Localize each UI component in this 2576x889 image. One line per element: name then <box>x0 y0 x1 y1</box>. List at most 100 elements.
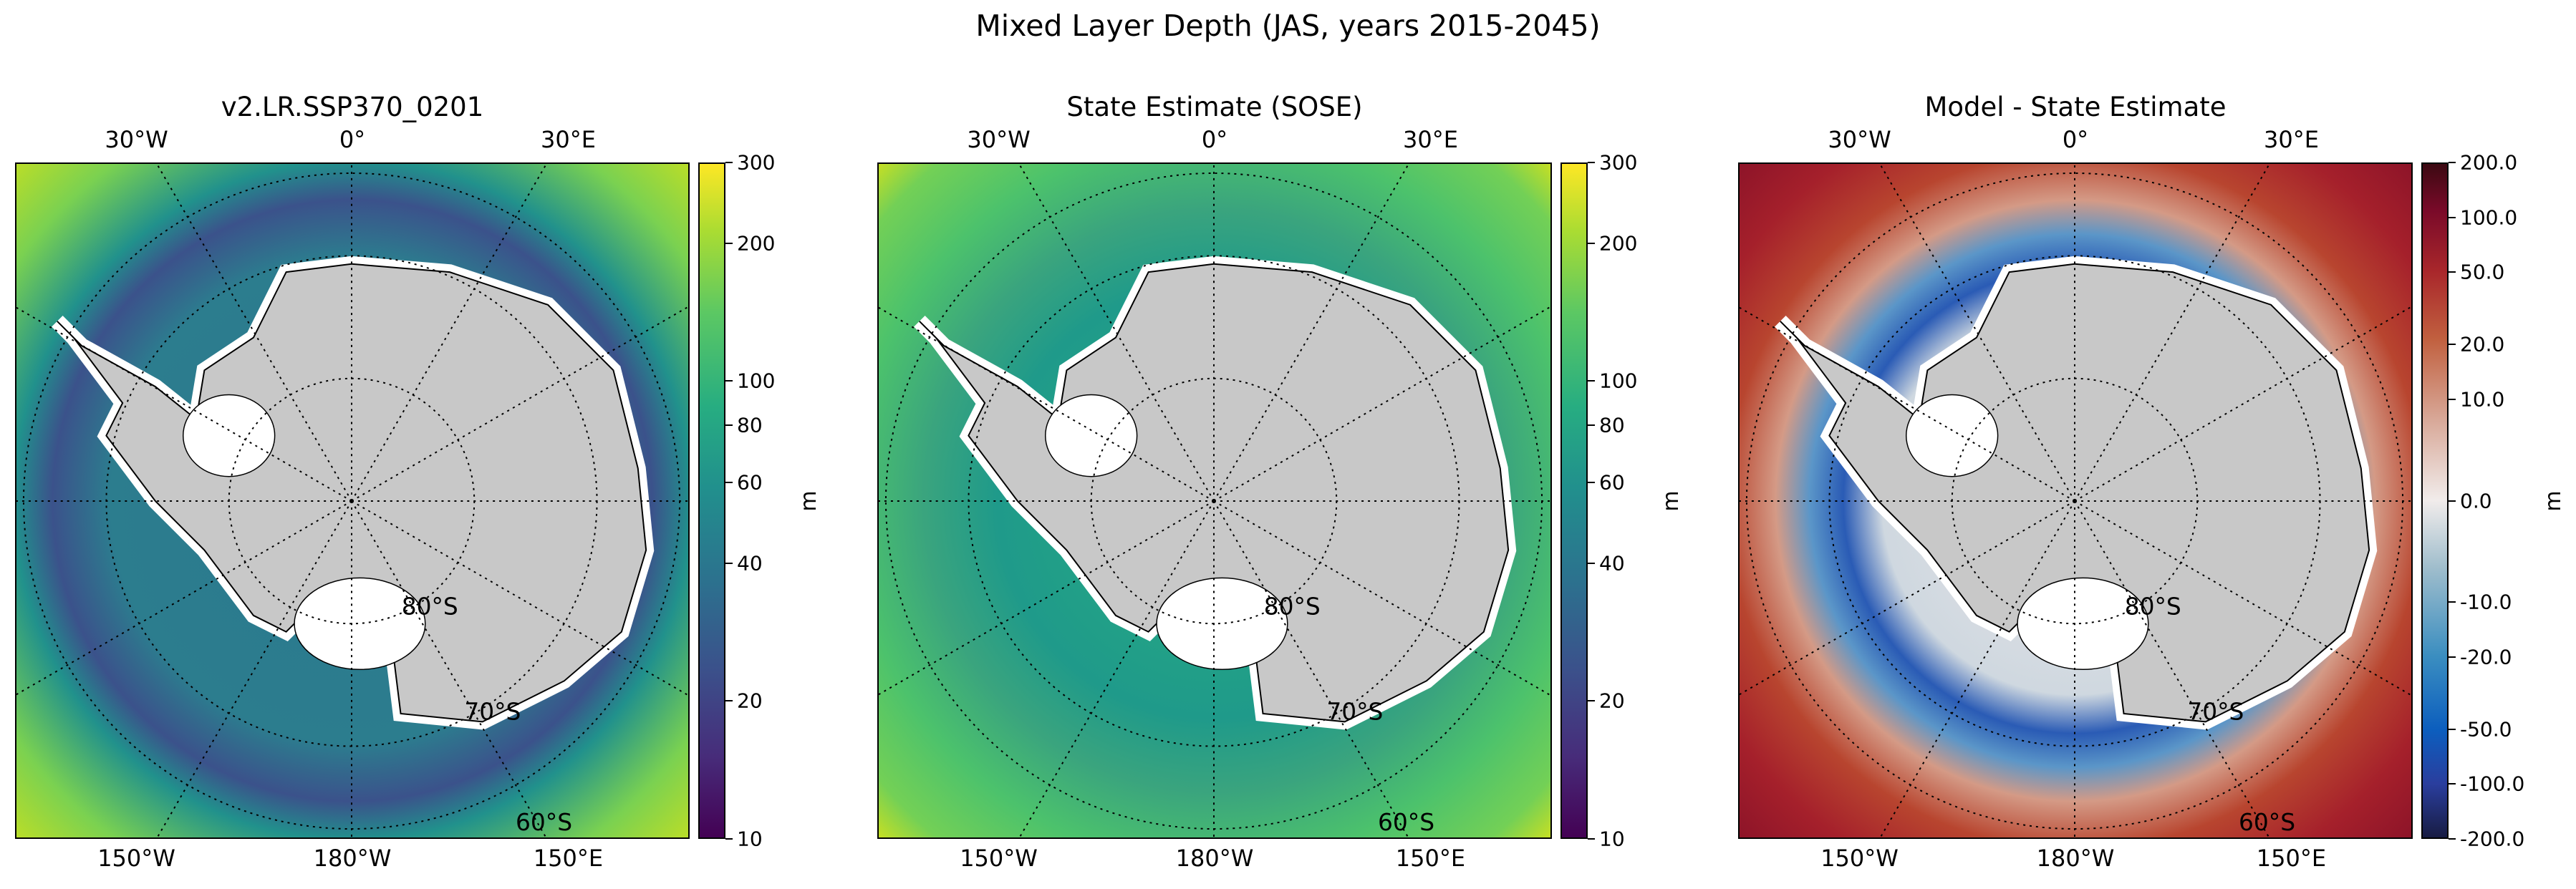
colorbar-tick <box>2449 344 2456 346</box>
lat-label: 80°S <box>402 593 458 620</box>
colorbar-tick-label: 100 <box>1599 369 1638 393</box>
polar-map: 80°S 70°S 60°S <box>877 162 1552 839</box>
colorbar <box>2421 162 2449 839</box>
colorbar-tick <box>1588 242 1595 244</box>
meridian-line <box>2074 164 2270 502</box>
lon-label-bottom: 150°W <box>1820 845 1899 872</box>
colorbar-tick <box>2449 783 2456 785</box>
colorbar-tick-label: -20.0 <box>2460 645 2512 669</box>
colorbar-tick-label: 100.0 <box>2460 205 2518 230</box>
colorbar-tick <box>2449 271 2456 273</box>
panel-title: State Estimate (SOSE) <box>1066 92 1363 122</box>
meridian-line <box>16 306 352 502</box>
lat-label: 80°S <box>1264 593 1321 620</box>
colorbar-tick-label: 20 <box>1599 689 1625 713</box>
colorbar-tick-label: -50.0 <box>2460 717 2512 742</box>
lon-label-bottom: 180°W <box>313 845 392 872</box>
colorbar-tick <box>2449 838 2456 840</box>
lat-label: 70°S <box>1326 699 1383 726</box>
panel-title: Model - State Estimate <box>1924 92 2227 122</box>
lon-label-top: 0° <box>339 126 366 153</box>
lon-label-bottom: 180°W <box>2036 845 2115 872</box>
meridian-line <box>1213 500 1409 837</box>
meridian-line <box>1213 164 1409 502</box>
colorbar-tick-label: 200.0 <box>2460 150 2518 175</box>
colorbar-tick-label: 10 <box>737 827 763 851</box>
lon-label-bottom: 150°E <box>533 845 604 872</box>
meridian-line <box>1879 500 2075 837</box>
lon-label-top: 30°E <box>1402 126 1458 153</box>
lon-label-top: 30°E <box>2263 126 2319 153</box>
meridian-line <box>1740 500 2075 696</box>
colorbar-label: m <box>2541 490 2567 512</box>
meridian-line <box>879 306 1215 502</box>
colorbar-tick <box>725 562 733 564</box>
polar-map: 80°S 70°S 60°S <box>1738 162 2413 839</box>
colorbar-tick-label: -10.0 <box>2460 590 2512 614</box>
colorbar-tick-label: 20.0 <box>2460 332 2505 356</box>
meridian-line <box>351 500 547 837</box>
colorbar-label: m <box>1659 490 1684 512</box>
colorbar-tick <box>725 162 733 163</box>
figure-title: Mixed Layer Depth (JAS, years 2015-2045) <box>975 9 1601 43</box>
colorbar-label: m <box>796 490 822 512</box>
colorbar-tick <box>1588 482 1595 484</box>
lon-label-top: 30°W <box>967 126 1031 153</box>
colorbar-tick-label: 40 <box>1599 551 1625 575</box>
lon-label-top: 30°E <box>540 126 596 153</box>
colorbar-tick <box>2449 656 2456 658</box>
colorbar-tick <box>1588 424 1595 427</box>
colorbar-tick-label: 300 <box>737 150 776 175</box>
colorbar-tick <box>2449 162 2456 163</box>
colorbar-tick-label: 10.0 <box>2460 387 2505 412</box>
colorbar-tick <box>2449 601 2456 603</box>
ross-ice-shelf <box>1156 577 1288 671</box>
colorbar-tick <box>1588 838 1595 840</box>
meridian-line <box>1018 164 1215 502</box>
meridian-line <box>1740 306 2075 502</box>
meridian-line <box>1879 164 2075 502</box>
lon-label-bottom: 150°W <box>97 845 175 872</box>
colorbar-tick <box>725 838 733 840</box>
lat-label: 70°S <box>464 699 521 726</box>
meridian-line <box>1018 500 1215 837</box>
colorbar-tick <box>725 424 733 427</box>
colorbar-tick-label: 20 <box>737 689 763 713</box>
colorbar-tick <box>2449 216 2456 218</box>
meridian-line <box>879 500 1215 696</box>
colorbar-tick-label: 40 <box>737 551 763 575</box>
meridian-line <box>2074 500 2411 696</box>
lat-label: 60°S <box>2239 809 2295 836</box>
weddell-ice-shelf <box>1905 394 1999 477</box>
colorbar <box>698 162 725 839</box>
colorbar-tick-label: 80 <box>737 413 763 437</box>
colorbar-tick <box>725 242 733 244</box>
colorbar-tick-label: 200 <box>1599 231 1638 256</box>
colorbar-tick-label: 60 <box>1599 470 1625 495</box>
colorbar-tick <box>2449 398 2456 400</box>
colorbar <box>1560 162 1588 839</box>
meridian-line <box>351 164 547 502</box>
lon-label-top: 30°W <box>1828 126 1891 153</box>
lon-label-top: 30°W <box>105 126 168 153</box>
polar-map-svg: 80°S 70°S 60°S <box>1740 164 2411 837</box>
lon-label-bottom: 150°E <box>2256 845 2327 872</box>
colorbar-tick <box>1588 380 1595 382</box>
polar-map: 80°S 70°S 60°S <box>15 162 690 839</box>
colorbar-tick-label: 50.0 <box>2460 260 2505 284</box>
lon-label-top: 0° <box>2062 126 2089 153</box>
colorbar-tick <box>2449 728 2456 730</box>
ross-ice-shelf <box>294 577 426 671</box>
meridian-line <box>1213 500 1550 696</box>
colorbar-tick <box>2449 500 2456 502</box>
meridian-line <box>1213 306 1550 502</box>
polar-map-svg: 80°S 70°S 60°S <box>16 164 688 837</box>
colorbar-tick-label: 100 <box>737 369 776 393</box>
lon-label-top: 0° <box>1201 126 1228 153</box>
meridian-line <box>351 500 688 696</box>
lon-label-bottom: 150°W <box>960 845 1038 872</box>
polar-map-svg: 80°S 70°S 60°S <box>879 164 1550 837</box>
lon-label-bottom: 150°E <box>1395 845 1466 872</box>
colorbar-tick-label: 200 <box>737 231 776 256</box>
meridian-line <box>351 306 688 502</box>
